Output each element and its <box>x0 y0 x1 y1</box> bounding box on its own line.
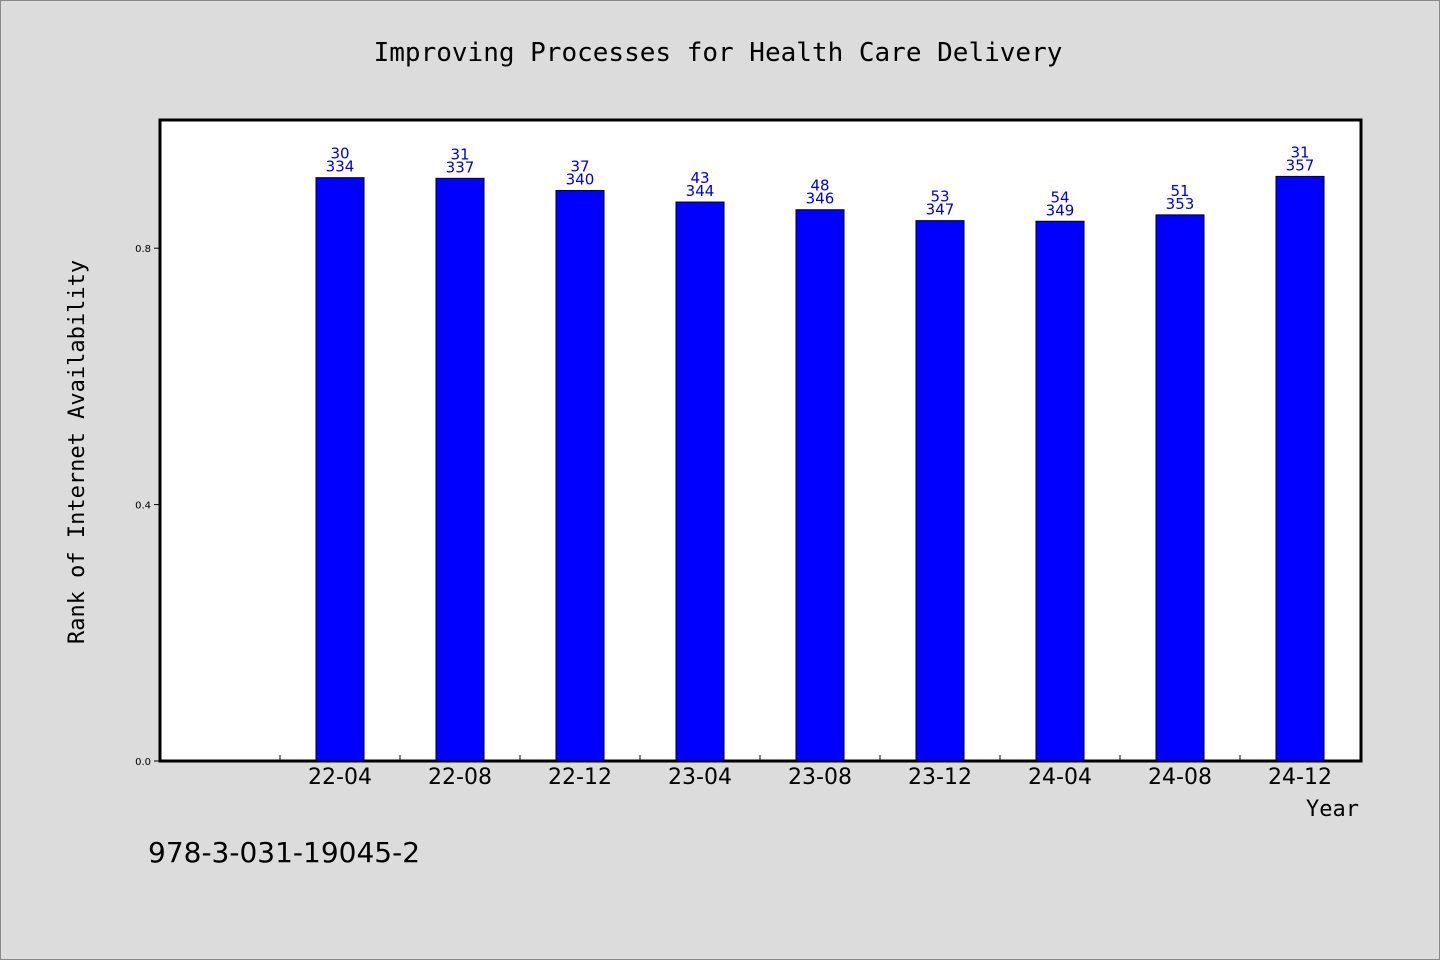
bar-label-top: 31 <box>450 145 469 163</box>
bar-label-top: 43 <box>690 169 709 187</box>
bar-label-top: 54 <box>1050 188 1069 206</box>
bar-label-top: 48 <box>810 177 829 195</box>
x-tick-label: 24-12 <box>1268 765 1332 790</box>
bar-label-bottom: 349 <box>1046 201 1075 219</box>
bar <box>1035 220 1085 762</box>
x-tick-label: 23-08 <box>788 765 852 790</box>
bar <box>555 190 605 762</box>
bar-label-top: 31 <box>1290 143 1309 161</box>
x-tick-label: 24-04 <box>1028 765 1092 790</box>
bar <box>795 209 845 762</box>
bar <box>675 201 725 762</box>
bar-label-bottom: 344 <box>686 182 715 200</box>
bar <box>315 177 365 762</box>
y-tick-label: 0.0 <box>135 757 151 768</box>
x-tick-label: 23-12 <box>908 765 972 790</box>
bar-label-top: 30 <box>330 145 349 163</box>
x-tick-label: 24-08 <box>1148 765 1212 790</box>
footer-isbn: 978-3-031-19045-2 <box>148 836 420 869</box>
bar-label-bottom: 334 <box>326 158 355 176</box>
x-tick-label: 23-04 <box>668 765 732 790</box>
x-tick-label: 22-12 <box>548 765 612 790</box>
y-tick-label: 0.4 <box>135 501 151 512</box>
x-tick-labels: 22-04 22-08 22-12 23-04 23-08 23-12 24-04 24-08… <box>308 765 1332 790</box>
axis-ticks <box>154 247 1361 762</box>
x-tick-label: 22-08 <box>428 765 492 790</box>
bar-label-top: 53 <box>930 188 949 206</box>
bars <box>315 175 1325 762</box>
y-axis-title: Rank of Internet Availability <box>65 260 90 644</box>
bar <box>435 177 485 762</box>
y-tick-labels: 0.0 0.4 0.8 <box>135 244 151 768</box>
bar-label-bottom: 346 <box>806 190 835 208</box>
bar <box>1155 214 1205 762</box>
y-tick-label: 0.8 <box>135 244 151 255</box>
bar-label-bottom: 353 <box>1166 195 1195 213</box>
bar-label-bottom: 347 <box>926 201 955 219</box>
x-axis-title: Year <box>1306 797 1359 822</box>
bar-label-top: 37 <box>570 158 589 176</box>
bar-label-bottom: 357 <box>1286 156 1315 174</box>
bar <box>915 220 965 762</box>
bar-label-bottom: 337 <box>446 158 475 176</box>
x-tick-label: 22-04 <box>308 765 372 790</box>
bar <box>1275 175 1325 762</box>
bar-label-top: 51 <box>1170 182 1189 200</box>
bar-label-bottom: 340 <box>566 171 595 189</box>
chart-title: Improving Processes for Health Care Deli… <box>374 38 1063 68</box>
